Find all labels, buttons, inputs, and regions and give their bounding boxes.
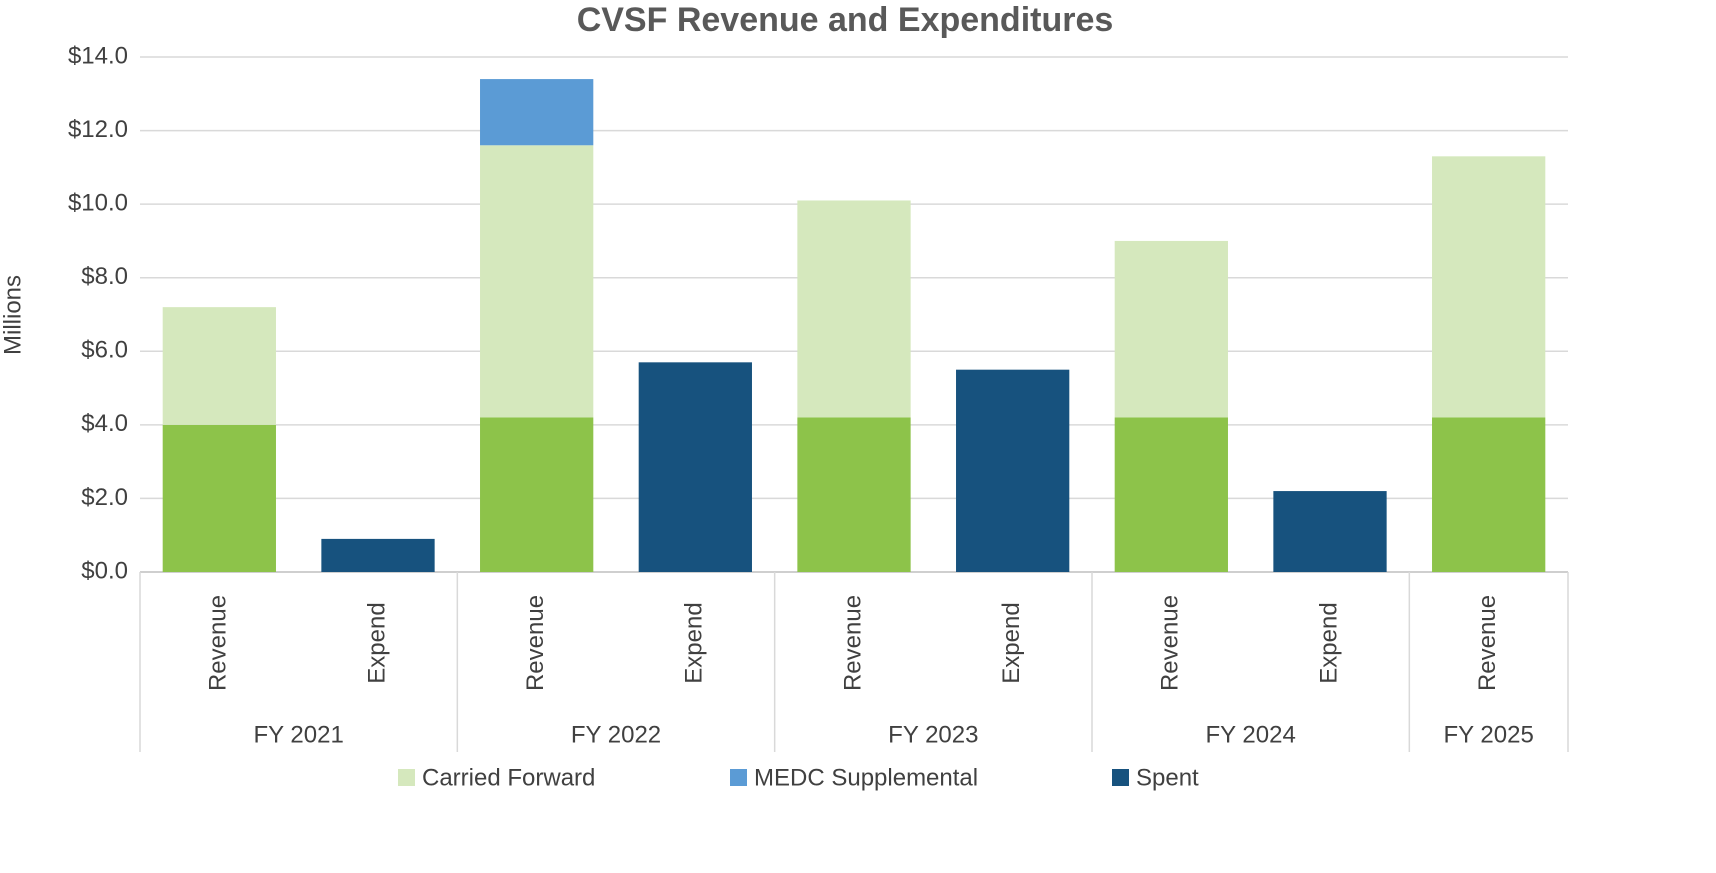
x-tick-label: Revenue <box>1474 595 1501 691</box>
bar <box>956 369 1070 572</box>
bar <box>1114 240 1228 418</box>
legend-swatch <box>730 769 747 786</box>
bar <box>797 200 911 418</box>
y-tick-label: $0.0 <box>81 557 128 584</box>
bar <box>480 145 594 418</box>
bar <box>1273 491 1387 572</box>
group-label: FY 2025 <box>1444 721 1534 748</box>
bar <box>480 417 594 572</box>
x-tick-label: Expend <box>998 602 1025 683</box>
y-tick-label: $2.0 <box>81 484 128 511</box>
legend-swatch <box>1112 769 1129 786</box>
bar <box>797 417 911 572</box>
y-tick-label: $12.0 <box>68 116 128 143</box>
y-tick-label: $4.0 <box>81 410 128 437</box>
x-tick-label: Revenue <box>1157 595 1184 691</box>
bar <box>162 424 276 572</box>
y-tick-label: $8.0 <box>81 263 128 290</box>
group-label: FY 2024 <box>1206 721 1296 748</box>
group-label: FY 2021 <box>254 721 344 748</box>
y-tick-label: $6.0 <box>81 337 128 364</box>
x-tick-label: Revenue <box>839 595 866 691</box>
y-tick-label: $14.0 <box>68 42 128 69</box>
bar <box>1114 417 1228 572</box>
legend-label: Spent <box>1136 764 1199 791</box>
chart-title: CVSF Revenue and Expenditures <box>577 1 1114 39</box>
bar <box>480 79 594 146</box>
x-tick-label: Expend <box>681 602 708 683</box>
legend-swatch <box>398 769 415 786</box>
bar <box>1432 156 1546 418</box>
group-label: FY 2022 <box>571 721 661 748</box>
x-tick-label: Revenue <box>205 595 232 691</box>
bar <box>321 538 435 572</box>
legend-label: MEDC Supplemental <box>754 764 978 791</box>
x-tick-label: Revenue <box>522 595 549 691</box>
legend-label: Carried Forward <box>422 764 595 791</box>
bar <box>162 307 276 425</box>
bar <box>1432 417 1546 572</box>
x-tick-label: Expend <box>363 602 390 683</box>
group-label: FY 2023 <box>888 721 978 748</box>
x-tick-label: Expend <box>1315 602 1342 683</box>
y-tick-label: $10.0 <box>68 189 128 216</box>
y-axis-label: Millions <box>0 275 26 355</box>
bar <box>638 362 752 572</box>
